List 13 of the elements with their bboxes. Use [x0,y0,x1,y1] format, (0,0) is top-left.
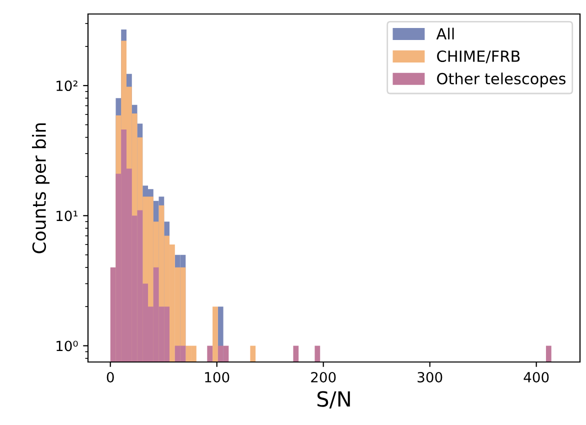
x-tick-label: 0 [106,372,114,382]
x-tick-label: 300 [418,372,442,382]
legend-label: CHIME/FRB [437,50,520,64]
legend-label: All [436,28,454,40]
y-axis-title: Counts per bin [32,123,50,254]
x-tick-label: 400 [524,372,549,382]
x-tick-label: 200 [311,372,336,382]
y-tick-label: 10¹ [56,210,78,222]
x-axis-title: S/N [317,391,350,408]
legend-label: Other telescopes [437,72,566,88]
y-tick-label: 10⁰ [56,340,78,352]
y-tick-label: 10² [56,80,78,92]
x-tick-label: 100 [205,372,230,382]
